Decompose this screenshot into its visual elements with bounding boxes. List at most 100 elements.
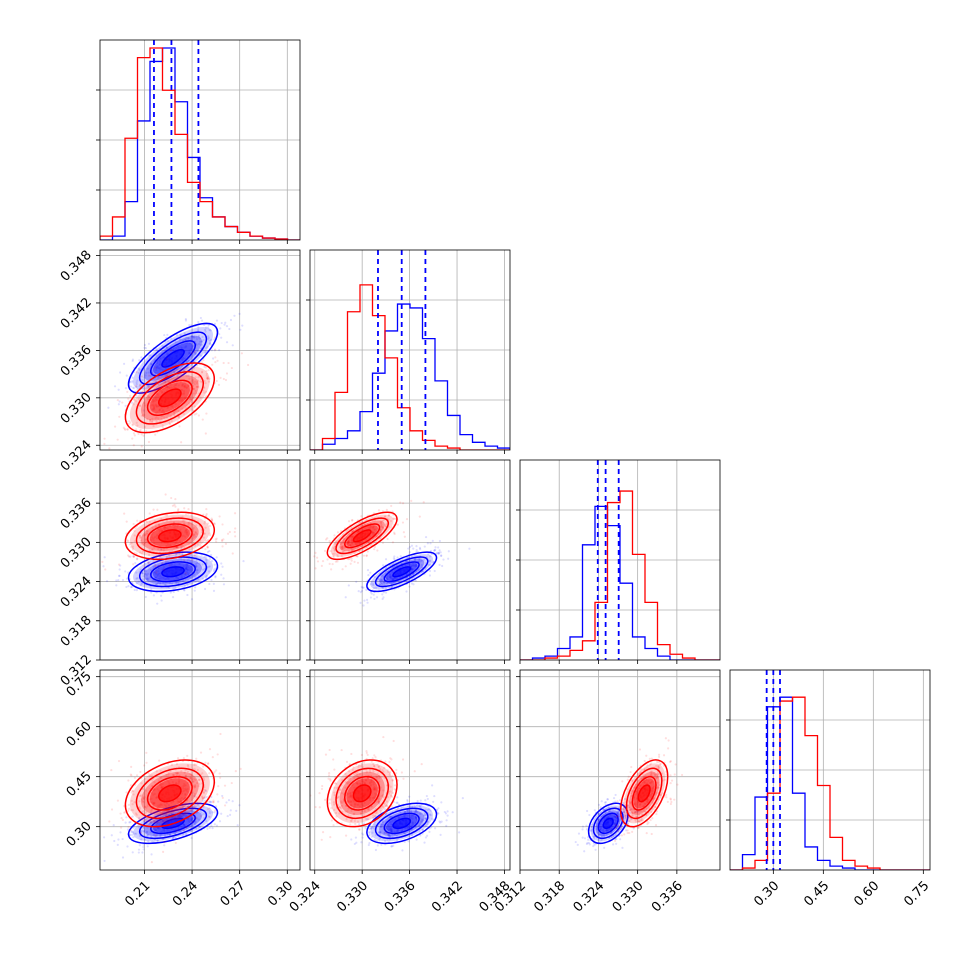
scatter-point [600,800,603,803]
scatter-point [423,812,426,815]
scatter-point [213,811,216,814]
scatter-point [193,589,196,592]
scatter-point [427,553,430,556]
scatter-point [150,588,153,591]
scatter-point [138,844,141,847]
scatter-point [140,782,143,785]
scatter-point [349,562,352,565]
scatter-point [156,788,159,791]
scatter-point [391,585,394,589]
scatter-point [401,758,405,761]
scatter-point [374,812,377,815]
scatter-point [155,572,158,575]
scatter-point [378,775,381,778]
scatter-point [593,843,596,846]
scatter-point [142,830,146,833]
scatter-point [366,550,369,553]
scatter-point [195,552,198,555]
scatter-point [415,838,418,841]
scatter-point [438,820,441,823]
scatter-point [386,537,389,541]
scatter-point [200,354,203,357]
scatter-point [358,542,361,545]
scatter-point [421,828,424,832]
scatter-point [602,828,605,832]
scatter-point [383,831,387,834]
scatter-point [353,773,356,776]
scatter-point [652,798,655,801]
scatter-point [174,553,178,556]
scatter-point [390,845,393,848]
scatter-point [605,833,608,836]
scatter-point [207,538,210,542]
scatter-point [195,385,198,389]
scatter-point [623,810,626,813]
scatter-point [171,773,175,777]
scatter-point [181,805,185,808]
scatter-point [411,821,414,825]
scatter-point [372,584,375,587]
scatter-point [137,432,140,435]
scatter-point [393,788,396,791]
scatter-point [174,587,177,590]
scatter-point [177,581,180,585]
scatter-point [132,555,135,558]
scatter-point [184,567,187,571]
scatter-point [382,735,385,739]
scatter-point [195,817,198,820]
scatter-point [190,398,194,402]
scatter-point [181,535,184,538]
scatter-point [182,565,185,568]
scatter-point [162,566,166,570]
scatter-point [199,815,203,818]
scatter-point [429,559,432,562]
y-tick-label: 0.324 [58,574,95,611]
scatter-point [605,829,608,832]
scatter-point [178,553,181,556]
scatter-point [190,598,194,601]
scatter-point [213,570,216,573]
y-tick-label: 0.45 [64,769,95,800]
scatter-point [160,786,163,789]
scatter-point [193,392,196,395]
scatter-point [384,515,387,518]
scatter-point [139,428,142,431]
scatter-point [193,768,196,771]
scatter-point [131,381,134,384]
scatter-point [152,802,155,805]
scatter-point [381,793,385,797]
scatter-point [334,540,337,543]
scatter-point [182,558,186,561]
scatter-point [356,543,359,546]
scatter-point [204,330,207,333]
scatter-point [196,781,199,785]
scatter-point [144,404,147,407]
scatter-point [176,757,180,760]
scatter-point [410,568,414,571]
scatter-point [388,773,391,776]
scatter-point [191,541,194,545]
scatter-point [144,818,147,821]
scatter-point [592,835,595,838]
scatter-point [128,543,131,546]
scatter-point [371,826,374,829]
scatter-point [377,577,380,581]
scatter-point [165,416,168,419]
scatter-point [395,839,399,842]
scatter-point [187,819,190,822]
scatter-point [328,802,331,805]
scatter-point [187,558,190,561]
scatter-point [185,530,188,534]
scatter-point [116,438,119,441]
scatter-point [396,796,399,799]
scatter-point [377,774,381,777]
scatter-point [174,383,177,387]
scatter-point [339,542,343,546]
scatter-point [152,508,155,511]
histogram-series-1 [310,284,510,450]
scatter-point [154,399,157,402]
scatter-point [411,824,414,827]
scatter-point [194,778,197,782]
scatter-point [192,344,195,348]
scatter-point [184,531,187,534]
